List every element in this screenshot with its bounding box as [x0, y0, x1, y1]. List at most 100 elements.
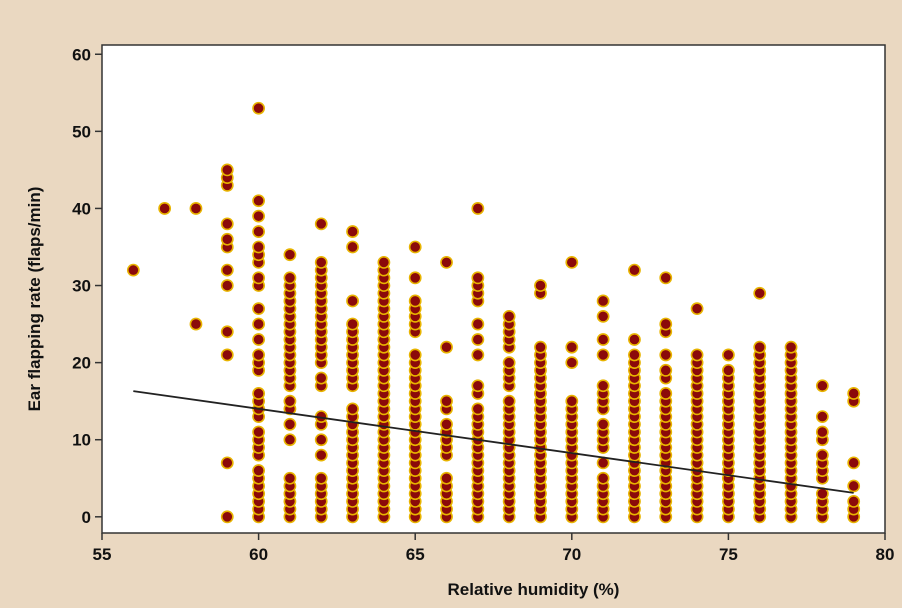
data-point	[471, 379, 485, 393]
y-tick-label: 10	[72, 431, 91, 450]
data-point	[283, 394, 297, 408]
data-point	[220, 163, 234, 177]
data-point	[440, 340, 453, 354]
data-point	[440, 394, 453, 408]
data-point	[565, 394, 579, 408]
data-point	[440, 471, 453, 485]
data-point	[314, 371, 328, 385]
data-point	[628, 263, 641, 277]
data-point	[596, 309, 610, 323]
data-point	[220, 325, 234, 339]
data-point	[847, 494, 861, 508]
x-tick-label: 60	[249, 545, 268, 564]
data-point	[628, 333, 641, 346]
regression-line	[133, 390, 854, 494]
x-tick-label: 70	[562, 545, 581, 564]
data-point	[596, 333, 610, 346]
data-point	[596, 348, 610, 362]
data-point	[534, 279, 547, 292]
data-point	[252, 271, 265, 285]
data-point	[346, 317, 359, 331]
y-tick-label: 50	[72, 122, 91, 141]
points-layer	[126, 101, 861, 524]
data-point	[815, 379, 829, 393]
data-point	[252, 464, 265, 477]
data-point	[283, 271, 297, 285]
data-point	[659, 387, 673, 400]
data-point	[314, 471, 328, 485]
data-point	[252, 101, 265, 115]
data-point	[252, 348, 265, 362]
data-point	[471, 317, 485, 331]
data-point	[252, 317, 265, 331]
data-point	[220, 348, 234, 362]
data-point	[252, 302, 265, 316]
data-point	[596, 417, 610, 431]
data-point	[847, 387, 861, 400]
data-point	[314, 256, 328, 269]
data-point	[189, 202, 203, 215]
x-tick-label: 55	[93, 545, 112, 564]
data-point	[283, 433, 297, 447]
data-point	[220, 263, 234, 277]
data-point	[189, 317, 203, 331]
y-axis-label: Ear flapping rate (flaps/min)	[25, 187, 44, 412]
data-point	[659, 348, 673, 362]
data-point	[252, 387, 265, 400]
data-point	[408, 271, 422, 285]
data-point	[252, 194, 265, 208]
data-point	[377, 256, 391, 269]
data-point	[502, 356, 516, 370]
data-point	[628, 348, 641, 362]
data-point	[346, 225, 359, 238]
data-point	[815, 410, 829, 423]
data-point	[815, 425, 829, 439]
data-point	[220, 456, 234, 470]
data-point	[659, 317, 673, 331]
data-point	[408, 240, 422, 254]
data-point	[690, 302, 704, 316]
data-point	[220, 217, 234, 231]
data-point	[815, 448, 829, 462]
x-tick-label: 75	[719, 545, 738, 564]
data-point	[753, 340, 767, 354]
data-point	[596, 471, 610, 485]
data-point	[784, 340, 798, 354]
data-point	[690, 348, 704, 362]
data-point	[596, 294, 610, 308]
data-point	[220, 510, 234, 524]
data-point	[314, 433, 328, 447]
data-point	[502, 309, 516, 323]
data-point	[471, 271, 485, 285]
data-point	[252, 333, 265, 346]
data-point	[596, 379, 610, 393]
data-point	[252, 240, 265, 254]
plot-area	[101, 44, 886, 534]
data-point	[471, 402, 485, 416]
data-point	[346, 294, 359, 308]
data-point	[565, 356, 579, 370]
data-point	[252, 209, 265, 223]
data-point	[471, 202, 485, 215]
data-point	[283, 417, 297, 431]
data-point	[440, 417, 453, 431]
data-point	[283, 471, 297, 485]
data-point	[283, 248, 297, 262]
x-tick-label: 65	[406, 545, 425, 564]
data-point	[471, 333, 485, 346]
y-tick-label: 30	[72, 277, 91, 296]
data-point	[753, 286, 767, 300]
data-point	[346, 402, 359, 416]
data-point	[722, 348, 735, 362]
data-point	[847, 479, 861, 493]
x-axis-label: Relative humidity (%)	[448, 580, 620, 599]
data-point	[126, 263, 140, 277]
data-point	[565, 340, 579, 354]
data-point	[565, 256, 579, 269]
data-point	[252, 225, 265, 238]
y-tick-label: 0	[82, 508, 91, 527]
data-point	[471, 348, 485, 362]
x-tick-label: 80	[876, 545, 895, 564]
